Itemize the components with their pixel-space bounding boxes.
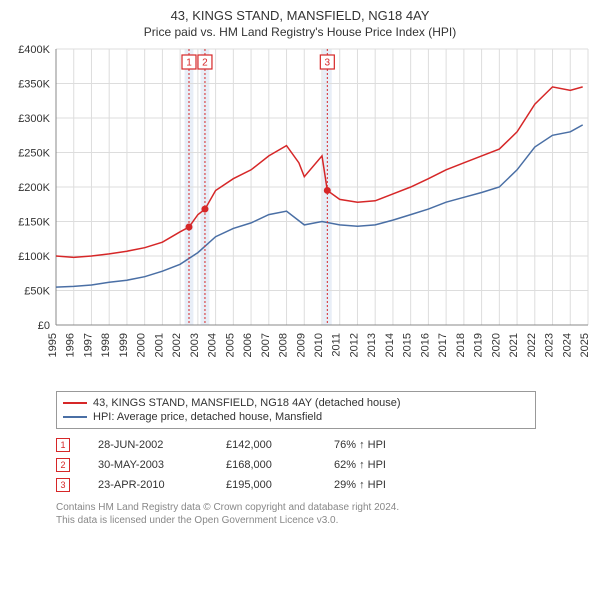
legend-swatch — [63, 402, 87, 404]
x-tick-label: 2017 — [437, 333, 449, 357]
x-tick-label: 2006 — [242, 333, 254, 357]
x-tick-label: 2011 — [331, 333, 343, 357]
x-tick-label: 2018 — [455, 333, 467, 357]
x-tick-label: 2005 — [224, 333, 236, 357]
x-tick-label: 2004 — [207, 333, 219, 357]
sales-table: 1 28-JUN-2002 £142,000 76% ↑ HPI 2 30-MAY-200… — [56, 435, 536, 495]
sale-marker-dot — [201, 206, 208, 213]
x-tick-label: 2016 — [419, 333, 431, 357]
x-tick-label: 2015 — [402, 333, 414, 357]
x-tick-label: 2021 — [508, 333, 520, 357]
x-tick-label: 2003 — [189, 333, 201, 357]
y-tick-label: £0 — [38, 320, 50, 332]
x-tick-label: 1995 — [47, 333, 59, 357]
sales-row: 1 28-JUN-2002 £142,000 76% ↑ HPI — [56, 435, 536, 455]
legend-label: 43, KINGS STAND, MANSFIELD, NG18 4AY (de… — [93, 397, 401, 409]
page-subtitle: Price paid vs. HM Land Registry's House … — [8, 25, 592, 39]
sales-row: 3 23-APR-2010 £195,000 29% ↑ HPI — [56, 475, 536, 495]
sale-marker-number: 1 — [186, 58, 192, 69]
sale-marker-number: 3 — [325, 58, 331, 69]
legend-row: HPI: Average price, detached house, Mans… — [63, 410, 529, 424]
legend-row: 43, KINGS STAND, MANSFIELD, NG18 4AY (de… — [63, 396, 529, 410]
sale-date: 28-JUN-2002 — [98, 439, 198, 451]
y-tick-label: £300K — [18, 113, 50, 125]
footer-line-2: This data is licensed under the Open Gov… — [56, 514, 588, 527]
legend-label: HPI: Average price, detached house, Mans… — [93, 411, 322, 423]
x-tick-label: 2002 — [171, 333, 183, 357]
sale-marker-number: 2 — [202, 58, 208, 69]
sale-pct-vs-hpi: 76% ↑ HPI — [334, 439, 434, 451]
footer-line-1: Contains HM Land Registry data © Crown c… — [56, 501, 588, 514]
title-block: 43, KINGS STAND, MANSFIELD, NG18 4AY Pri… — [8, 8, 592, 39]
sale-marker-dot — [324, 187, 331, 194]
x-tick-label: 2001 — [153, 333, 165, 357]
x-tick-label: 2019 — [473, 333, 485, 357]
x-tick-label: 2007 — [260, 333, 272, 357]
sale-pct-vs-hpi: 62% ↑ HPI — [334, 459, 434, 471]
y-tick-label: £50K — [24, 286, 50, 298]
series-property — [56, 87, 583, 258]
x-tick-label: 1996 — [65, 333, 77, 357]
x-tick-label: 2023 — [544, 333, 556, 357]
price-chart: £0 £50K £100K £150K £200K £250K £300K £350K £400… — [8, 45, 592, 385]
x-tick-label: 2025 — [579, 333, 591, 357]
legend: 43, KINGS STAND, MANSFIELD, NG18 4AY (de… — [56, 391, 536, 429]
x-tick-label: 2022 — [526, 333, 538, 357]
x-tick-label: 2010 — [313, 333, 325, 357]
x-tick-label: 1998 — [100, 333, 112, 357]
sale-marker-dot — [186, 224, 193, 231]
legend-swatch — [63, 416, 87, 418]
x-tick-label: 2020 — [490, 333, 502, 357]
sale-date: 30-MAY-2003 — [98, 459, 198, 471]
series-hpi — [56, 125, 583, 287]
y-tick-label: £200K — [18, 182, 50, 194]
x-tick-label: 1999 — [118, 333, 130, 357]
footer-note: Contains HM Land Registry data © Crown c… — [56, 501, 588, 527]
sale-number-box: 3 — [56, 478, 70, 492]
x-tick-label: 2009 — [295, 333, 307, 357]
x-tick-label: 2008 — [278, 333, 290, 357]
sale-date: 23-APR-2010 — [98, 479, 198, 491]
x-tick-label: 2014 — [384, 333, 396, 357]
sale-number-box: 1 — [56, 438, 70, 452]
x-tick-label: 1997 — [82, 333, 94, 357]
y-tick-label: £250K — [18, 148, 50, 160]
x-tick-label: 2012 — [348, 333, 360, 357]
chart-svg: £0 £50K £100K £150K £200K £250K £300K £350K £400… — [8, 45, 592, 385]
sale-price: £168,000 — [226, 459, 306, 471]
sales-row: 2 30-MAY-2003 £168,000 62% ↑ HPI — [56, 455, 536, 475]
sale-pct-vs-hpi: 29% ↑ HPI — [334, 479, 434, 491]
x-tick-label: 2024 — [561, 333, 573, 357]
y-tick-label: £150K — [18, 217, 50, 229]
y-tick-label: £100K — [18, 251, 50, 263]
x-tick-label: 2000 — [136, 333, 148, 357]
y-tick-label: £400K — [18, 45, 50, 56]
sale-price: £195,000 — [226, 479, 306, 491]
sale-price: £142,000 — [226, 439, 306, 451]
sale-number-box: 2 — [56, 458, 70, 472]
y-tick-label: £350K — [18, 79, 50, 91]
x-tick-label: 2013 — [366, 333, 378, 357]
page-title: 43, KINGS STAND, MANSFIELD, NG18 4AY — [8, 8, 592, 23]
